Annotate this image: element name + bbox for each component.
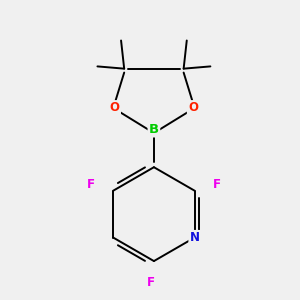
Text: B: B [149, 123, 159, 136]
Text: F: F [212, 178, 220, 191]
Text: F: F [147, 277, 155, 290]
Text: F: F [87, 178, 95, 191]
Text: O: O [110, 101, 120, 114]
Text: O: O [188, 101, 198, 114]
Text: N: N [190, 231, 200, 244]
